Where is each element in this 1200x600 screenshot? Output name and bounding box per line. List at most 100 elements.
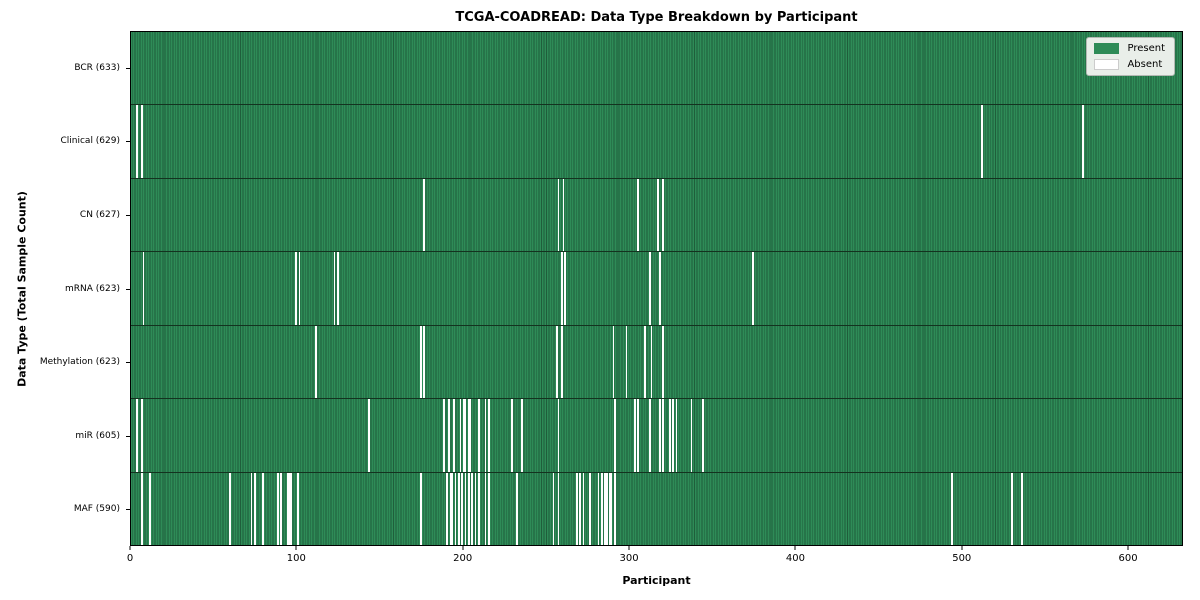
absent-mark xyxy=(478,399,480,472)
absent-mark xyxy=(464,472,467,545)
absent-mark xyxy=(142,252,145,325)
absent-mark xyxy=(140,105,143,178)
absent-mark xyxy=(650,325,653,399)
absent-mark xyxy=(625,325,628,399)
absent-mark xyxy=(140,472,143,545)
row-bcr xyxy=(131,32,1182,105)
x-tick-label-100: 100 xyxy=(286,553,306,564)
absent-mark xyxy=(557,399,560,472)
absent-mark xyxy=(634,399,636,472)
legend-label-present: Present xyxy=(1127,43,1165,54)
y-axis-tick-labels: BCR (633) Clinical (629) CN (627) mRNA (623… xyxy=(0,31,130,546)
absent-mark xyxy=(951,472,953,545)
legend-swatch-absent xyxy=(1094,59,1120,70)
absent-mark xyxy=(423,325,425,399)
absent-mark xyxy=(1020,472,1023,545)
absent-mark xyxy=(280,472,283,545)
absent-mark xyxy=(511,399,513,472)
absent-mark xyxy=(521,399,523,472)
absent-mark xyxy=(556,325,558,399)
x-tick-label-500: 500 xyxy=(952,553,972,564)
legend-label-absent: Absent xyxy=(1127,59,1163,70)
absent-mark xyxy=(649,399,651,472)
absent-mark xyxy=(1010,472,1013,545)
absent-mark xyxy=(287,472,289,545)
absent-mark xyxy=(468,472,470,545)
absent-mark xyxy=(423,178,425,252)
legend: Present Absent xyxy=(1086,37,1175,76)
y-tick-mark xyxy=(126,435,130,437)
absent-mark xyxy=(662,399,664,472)
absent-mark xyxy=(575,472,578,545)
absent-mark xyxy=(461,472,464,545)
absent-mark xyxy=(446,472,449,545)
absent-mark xyxy=(612,325,615,399)
absent-mark xyxy=(459,399,462,472)
x-tick-mark xyxy=(295,546,297,550)
absent-mark xyxy=(419,472,422,545)
absent-mark xyxy=(597,472,600,545)
x-tick-label-0: 0 xyxy=(126,553,134,564)
absent-mark xyxy=(469,399,472,472)
x-axis-tick-labels: 0 100 200 300 400 500 600 xyxy=(126,546,1183,572)
absent-mark xyxy=(277,472,279,545)
absent-mark xyxy=(250,472,253,545)
absent-mark xyxy=(564,252,566,325)
absent-mark xyxy=(561,325,563,399)
x-tick-label-300: 300 xyxy=(619,553,639,564)
absent-mark xyxy=(561,252,563,325)
x-tick-label-400: 400 xyxy=(785,553,805,564)
absent-mark xyxy=(614,472,616,545)
absent-mark xyxy=(449,472,452,545)
absent-mark xyxy=(336,252,339,325)
absent-mark xyxy=(644,325,646,399)
absent-mark xyxy=(228,472,231,545)
absent-mark xyxy=(140,399,143,472)
absent-mark xyxy=(368,399,371,472)
absent-mark xyxy=(672,399,674,472)
absent-mark xyxy=(484,399,487,472)
absent-mark xyxy=(552,472,555,545)
absent-mark xyxy=(453,399,455,472)
absent-mark xyxy=(582,472,585,545)
y-tick-label-cn: CN (627) xyxy=(79,209,120,220)
absent-mark xyxy=(579,472,581,545)
x-tick-label-600: 600 xyxy=(1118,553,1138,564)
absent-mark xyxy=(557,472,560,545)
absent-mark xyxy=(702,399,704,472)
absent-mark xyxy=(600,472,603,545)
y-tick-label-methylation: Methylation (623) xyxy=(39,357,120,368)
absent-mark xyxy=(454,472,457,545)
absent-mark xyxy=(981,105,983,178)
absent-mark xyxy=(478,472,480,545)
row-clinical xyxy=(131,104,1182,178)
absent-mark xyxy=(262,472,264,545)
absent-mark xyxy=(589,472,591,545)
absent-mark xyxy=(675,399,678,472)
absent-mark xyxy=(562,178,565,252)
absent-mark xyxy=(135,399,138,472)
absent-mark xyxy=(487,399,490,472)
y-tick-mark xyxy=(126,141,130,143)
absent-mark xyxy=(605,472,608,545)
legend-swatch-present xyxy=(1094,43,1120,54)
absent-mark xyxy=(290,472,293,545)
y-tick-label-mrna: mRNA (623) xyxy=(65,283,120,294)
y-tick-label-bcr: BCR (633) xyxy=(74,62,120,73)
absent-mark xyxy=(1082,105,1085,178)
row-mrna xyxy=(131,251,1182,325)
absent-mark xyxy=(419,325,422,399)
x-tick-label-200: 200 xyxy=(453,553,473,564)
chart-title: TCGA-COADREAD: Data Type Breakdown by Pa… xyxy=(455,10,858,25)
absent-mark xyxy=(484,472,487,545)
absent-mark xyxy=(751,252,754,325)
y-tick-mark xyxy=(126,288,130,290)
plot-rows xyxy=(131,32,1182,545)
legend-entry-present: Present xyxy=(1094,43,1165,54)
absent-mark xyxy=(443,399,445,472)
absent-mark xyxy=(448,399,450,472)
absent-mark xyxy=(288,472,291,545)
y-tick-label-maf: MAF (590) xyxy=(73,504,120,515)
absent-mark xyxy=(604,472,606,545)
